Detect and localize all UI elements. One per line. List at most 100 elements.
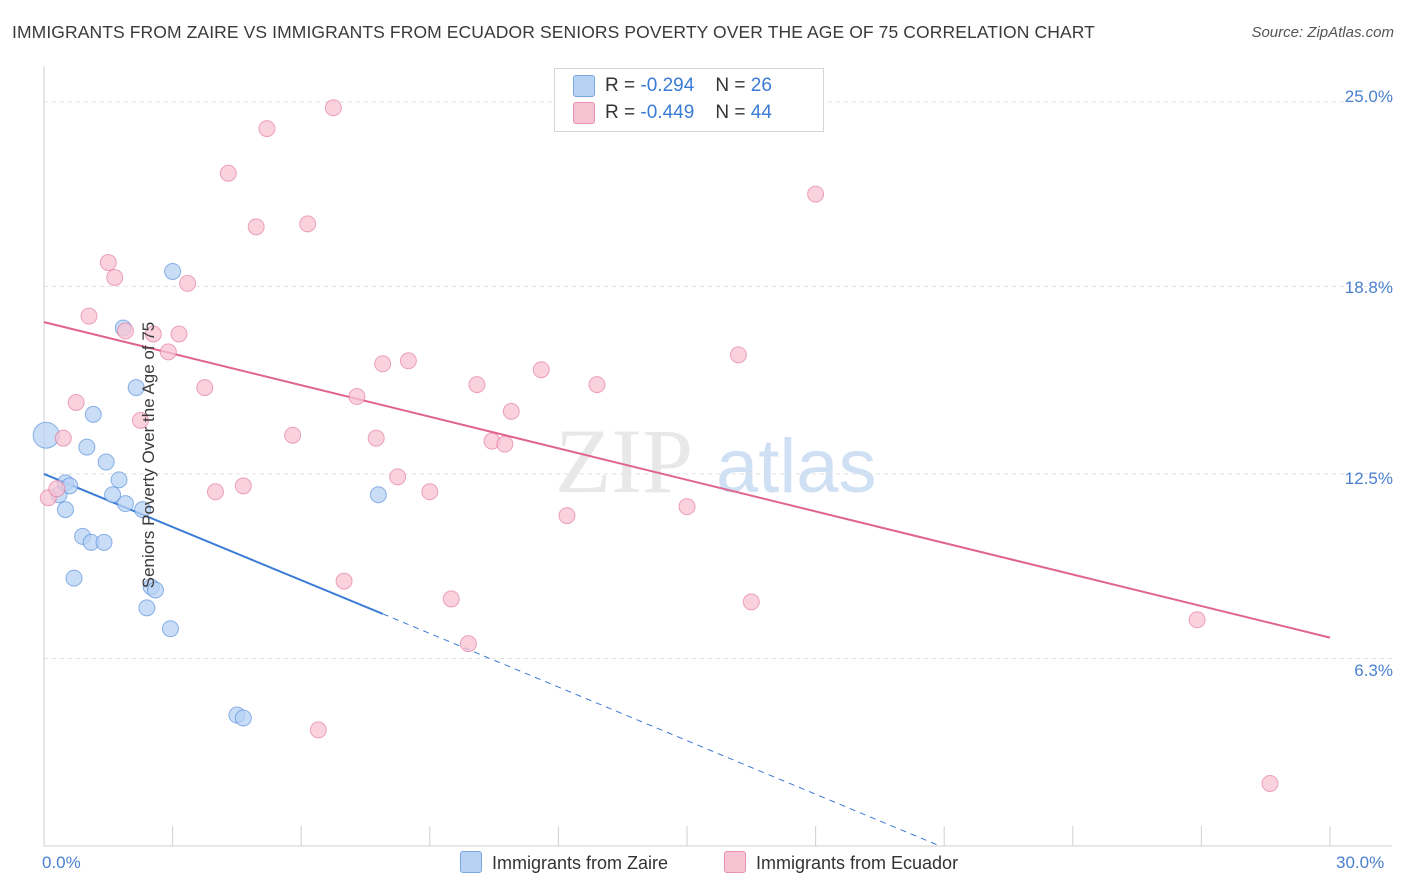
legend-row-zaire: R = -0.294 N = 26 [573,75,772,99]
y-axis-label: Seniors Poverty Over the Age of 75 [139,321,159,589]
chart-title: IMMIGRANTS FROM ZAIRE VS IMMIGRANTS FROM… [12,22,1095,42]
ecuador-point [532,361,550,379]
ecuador-point [558,507,576,525]
ecuador-point [1261,774,1279,792]
legend-r-value: -0.294 [640,75,695,97]
legend-r-label: R = [605,102,636,124]
ecuador-point [459,635,477,653]
ecuador-point [247,218,265,236]
ecuador-point [99,254,117,272]
trend-lines [43,321,1331,847]
ecuador-point [170,325,188,343]
zaire-point [138,599,156,617]
ecuador-point [116,322,134,340]
legend-swatch-pink [573,102,595,124]
ecuador-point [588,376,606,394]
ecuador-point [399,352,417,370]
ecuador-point [421,483,439,501]
data-points [32,99,1279,792]
ecuador-point [234,477,252,495]
legend-n-label: N = [715,75,746,97]
ecuador-point [54,429,72,447]
zaire-point [32,421,60,449]
zaire-point [95,533,113,551]
ecuador-point [219,164,237,182]
ecuador-point [67,393,85,411]
ecuador-point [284,426,302,444]
ecuador-point [348,388,366,406]
ecuador-point [48,480,66,498]
ecuador-point [1188,611,1206,629]
zaire-point [110,471,128,489]
legend-swatch-pink [724,851,746,873]
ecuador-point [502,402,520,420]
trend-line-zaire [43,472,384,615]
ecuador-point [729,346,747,364]
ecuador-point [106,268,124,286]
legend-n-label: N = [715,102,746,124]
zaire-point [65,569,83,587]
bottom-legend-label: Immigrants from Ecuador [756,853,959,873]
zaire-point [104,486,122,504]
ecuador-point [442,590,460,608]
zaire-point [369,486,387,504]
ecuador-point [144,325,162,343]
gridlines [44,101,1392,659]
zaire-point [134,501,152,519]
ecuador-point [742,593,760,611]
source-credit: Source: ZipAtlas.com [1251,24,1394,41]
axes [43,66,1392,847]
ecuador-point [258,120,276,138]
zaire-point [97,453,115,471]
y-tick-label: 18.8% [1344,278,1393,297]
legend-r-label: R = [605,75,636,97]
ecuador-point [389,468,407,486]
ecuador-point [159,343,177,361]
zaire-point [164,262,182,280]
x-tick-label: 0.0% [42,853,81,872]
zaire-point [127,379,145,397]
x-tick-label: 30.0% [1336,853,1385,872]
ecuador-point [206,483,224,501]
bottom-legend-ecuador: Immigrants from Ecuador [724,851,958,874]
ecuador-point [196,379,214,397]
zaire-point [116,495,134,513]
ecuador-point [468,376,486,394]
bottom-legend-label: Immigrants from Zaire [492,853,669,873]
ecuador-point [367,429,385,447]
ecuador-point [324,99,342,117]
ecuador-point [496,435,514,453]
zaire-point [161,620,179,638]
ecuador-point [299,215,317,233]
legend-n-value: 44 [750,102,772,124]
y-tick-label: 25.0% [1344,87,1393,106]
watermark-atlas: atlas [716,424,877,509]
ecuador-point [678,498,696,516]
trend-line-extension [382,613,941,847]
legend-n-value: 26 [750,75,772,97]
bottom-legend-zaire: Immigrants from Zaire [460,851,668,874]
ecuador-point [131,411,149,429]
legend-row-ecuador: R = -0.449 N = 44 [573,102,772,126]
legend-r-value: -0.449 [640,102,695,124]
ecuador-point [309,721,327,739]
y-tick-label: 12.5% [1344,469,1393,488]
ecuador-point [335,572,353,590]
watermark-zip: ZIP [555,410,693,512]
ecuador-point [374,355,392,373]
legend-swatch-blue [573,75,595,97]
zaire-point [78,438,96,456]
zaire-point [146,581,164,599]
zaire-point [56,501,74,519]
ecuador-point [807,185,825,203]
zaire-point [234,709,252,727]
zaire-point [84,405,102,423]
ecuador-point [80,307,98,325]
legend-swatch-blue [460,851,482,873]
trend-line-ecuador [43,321,1331,639]
ecuador-point [179,274,197,292]
y-tick-label: 6.3% [1354,661,1393,680]
watermark: ZIP atlas [555,410,877,512]
correlation-legend: R = -0.294 N = 26 R = -0.449 N = 44 [554,68,824,132]
